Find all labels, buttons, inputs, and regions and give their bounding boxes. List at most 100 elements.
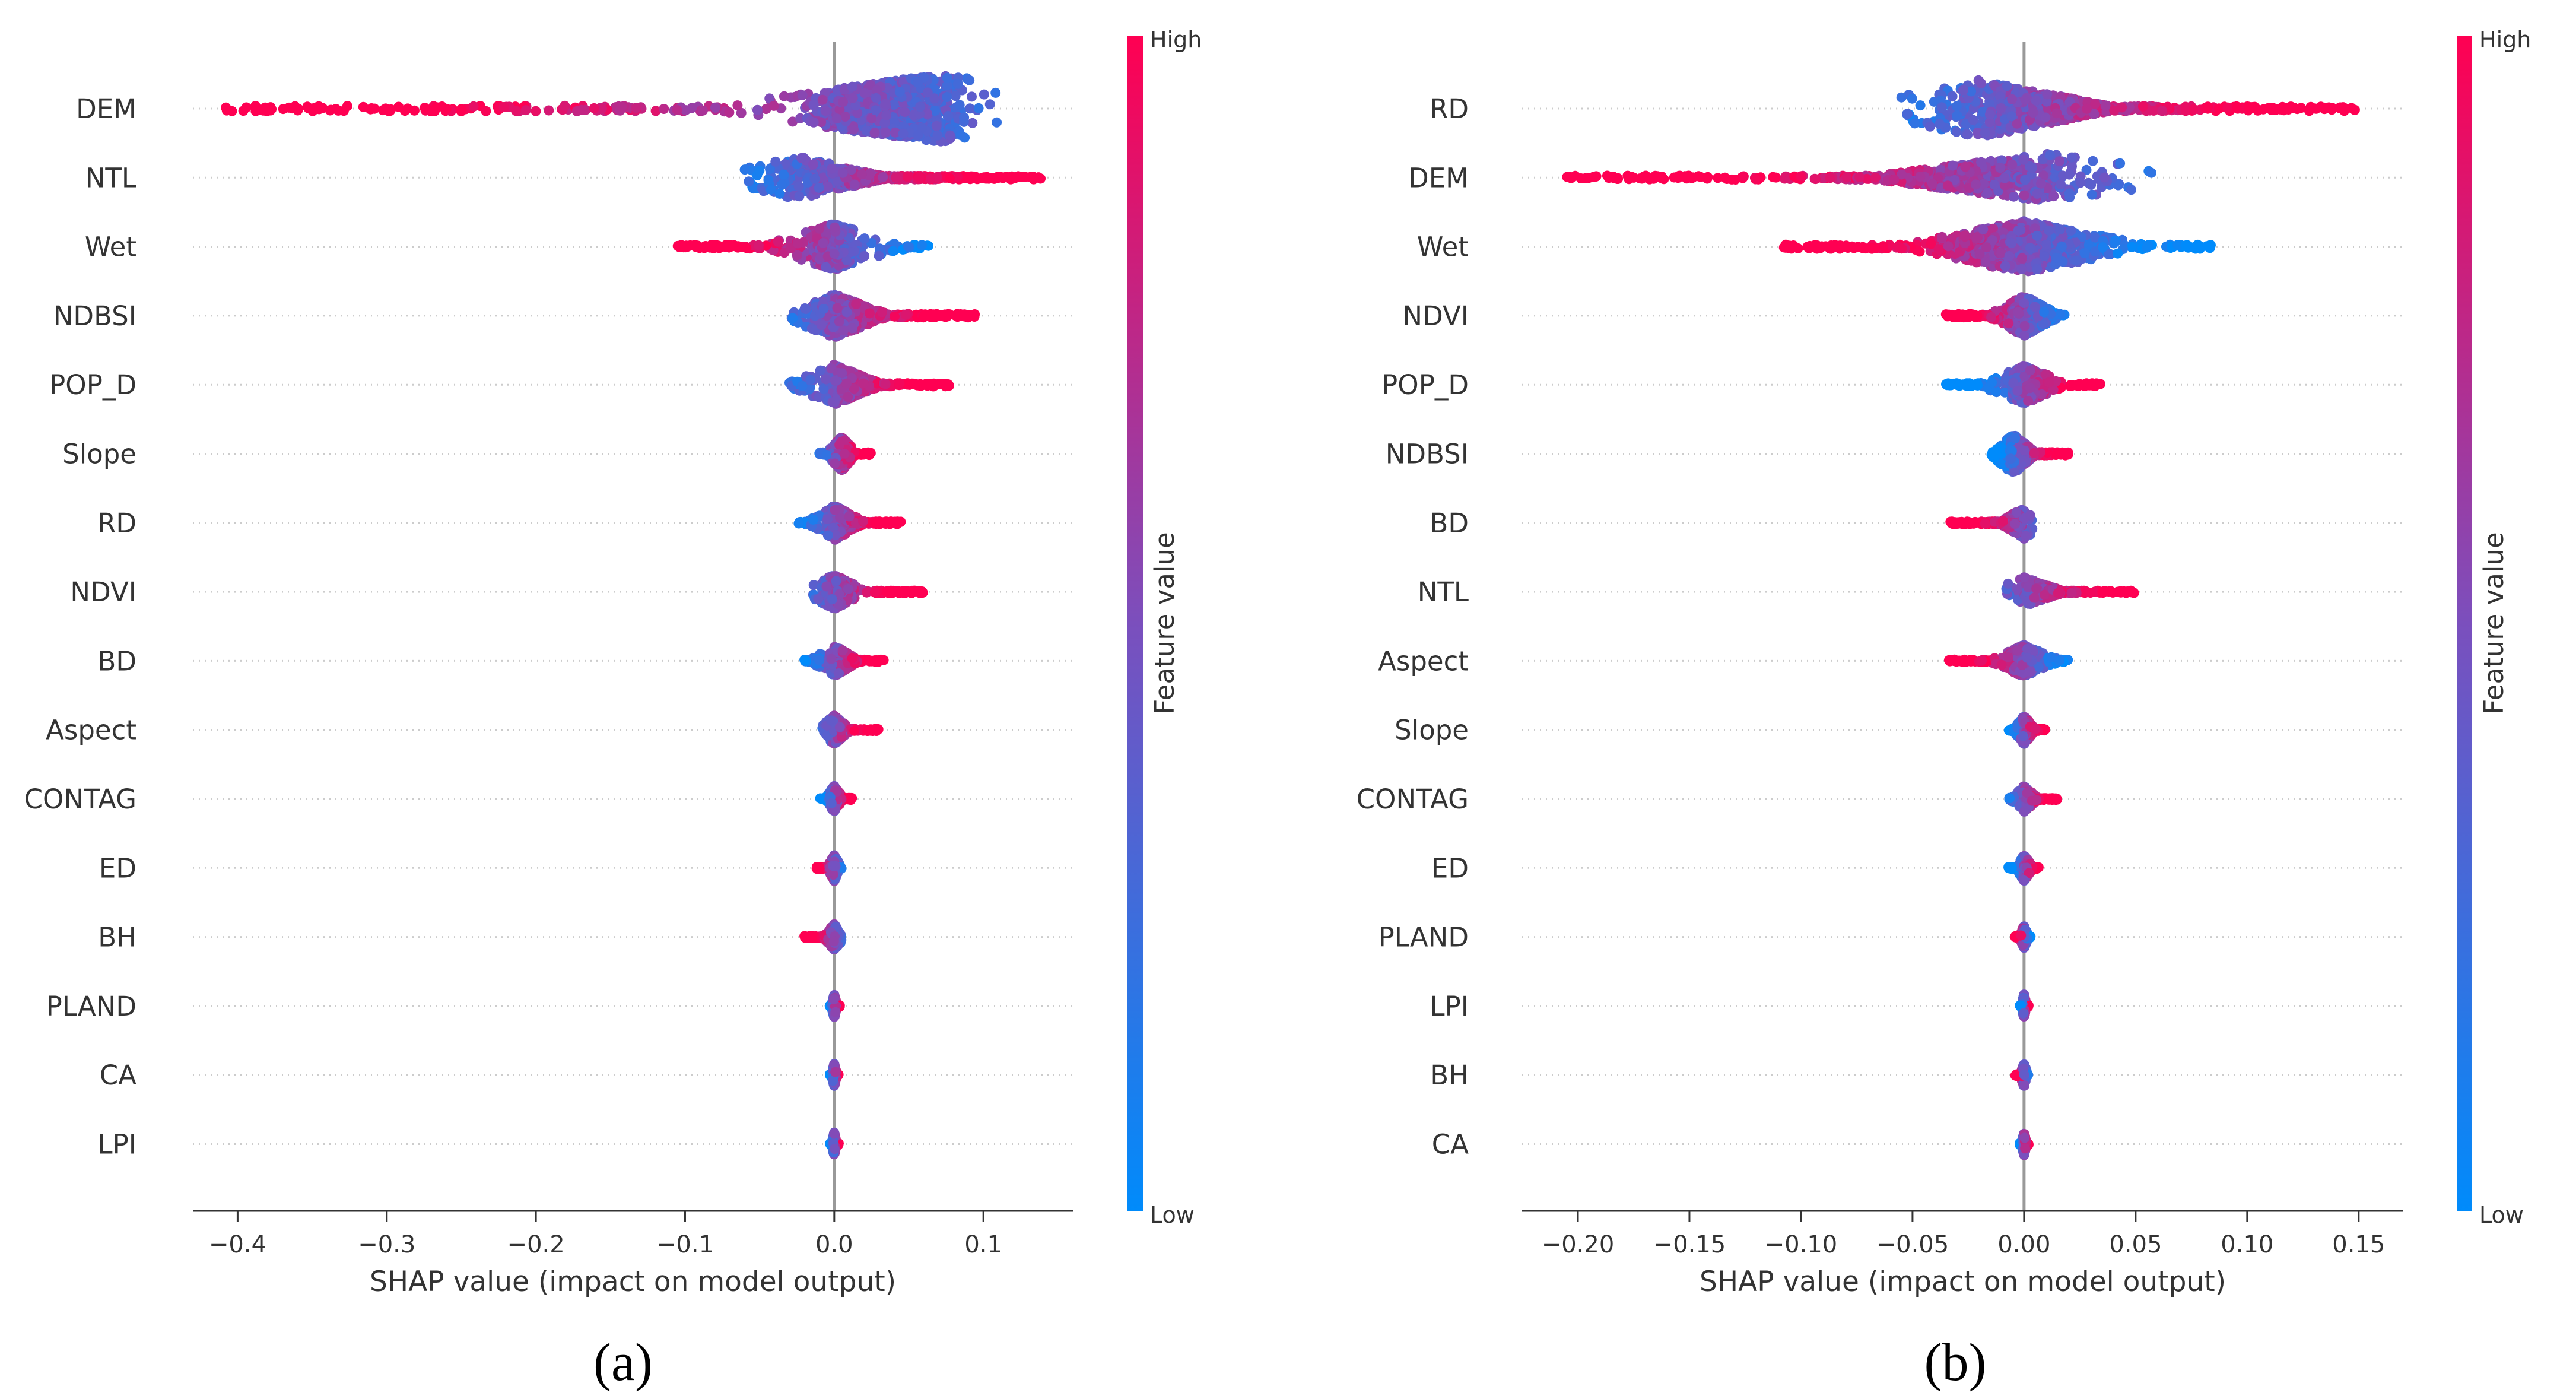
data-point [814,182,824,193]
data-point [920,309,930,320]
data-point [838,325,849,336]
data-point [878,172,888,182]
data-point [862,449,872,459]
data-point [830,375,840,386]
data-point [724,107,735,118]
data-point [894,378,905,389]
data-point [238,106,249,116]
data-point [753,240,764,250]
data-point [859,233,870,244]
data-point [915,101,926,112]
data-point [307,106,318,116]
data-point [822,181,833,192]
data-point [874,250,884,261]
data-point [834,316,844,327]
data-point [929,93,940,104]
data-point [754,165,765,176]
data-point [817,94,828,105]
data-point [932,130,943,141]
data-point [840,111,850,122]
data-point [822,530,833,541]
data-point [847,323,857,334]
data-point [265,102,276,113]
series-ndbsi [786,290,980,342]
data-point [900,309,911,320]
data-point [898,128,909,139]
data-point [774,188,785,199]
data-point [342,101,352,112]
data-point [942,92,952,102]
data-point [700,241,710,252]
data-point [796,153,807,163]
data-point [847,81,857,92]
data-point [631,103,641,113]
data-point [821,374,831,385]
data-point [560,100,570,111]
data-point [954,100,965,110]
data-point [793,181,804,192]
data-point [325,105,335,116]
data-point [687,103,697,113]
data-point [690,242,701,252]
data-point [808,159,818,170]
data-point [925,173,936,184]
data-point [942,311,952,322]
data-point [913,130,923,141]
data-point [888,246,898,256]
data-point [770,156,781,167]
data-point [254,104,265,115]
data-point [914,172,925,183]
data-point [284,102,294,113]
data-point [869,128,880,138]
data-point [990,87,1001,98]
data-point [779,169,789,180]
data-point [849,124,859,135]
data-point [481,106,491,116]
data-point [787,313,798,323]
data-point [903,242,914,252]
data-point [856,169,867,179]
data-point [841,378,852,389]
data-point [950,91,961,101]
data-point [892,517,903,528]
series-ntl [739,153,1046,202]
data-point [531,106,541,116]
data-point [969,312,980,322]
data-point [837,368,847,379]
data-point [723,240,733,250]
data-point [697,105,708,116]
data-point [865,308,875,319]
data-point [940,379,951,389]
data-point [902,172,913,182]
data-point [880,99,891,109]
data-point [681,240,691,251]
data-point [900,107,910,118]
data-point [820,106,831,116]
data-point [889,311,900,322]
data-point [829,249,840,259]
data-point [871,519,881,529]
data-point [910,379,920,389]
data-point [894,87,905,97]
data-point [431,102,442,113]
data-point [818,304,829,314]
data-point [794,191,805,202]
data-point [841,307,852,318]
data-point [987,173,998,183]
data-point [973,103,984,113]
data-point [880,379,891,389]
data-point [843,392,853,402]
data-point [441,103,452,114]
data-point [498,102,509,112]
data-point [859,251,870,261]
data-point [876,307,887,318]
data-point [992,117,1002,128]
data-point [979,89,989,100]
data-point [712,242,722,252]
series-dem [221,71,1002,147]
data-point [958,309,969,320]
data-point [456,104,466,115]
data-point [967,118,978,128]
data-point [964,75,975,85]
data-point [945,173,955,183]
